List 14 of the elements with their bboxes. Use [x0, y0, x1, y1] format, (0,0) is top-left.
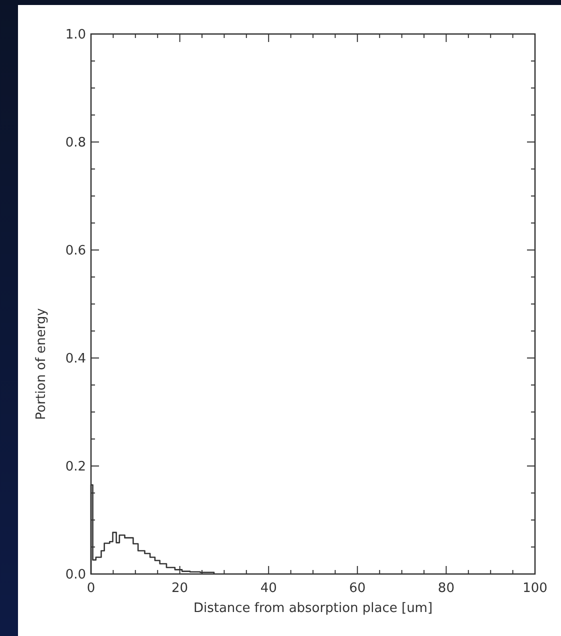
y-tick-label: 1.0 — [65, 28, 86, 42]
x-tick-label: 20 — [172, 581, 188, 596]
y-axis-title: Portion of energy — [34, 308, 49, 420]
x-tick-label: 40 — [260, 581, 277, 596]
y-tick-label: 0.4 — [65, 352, 86, 366]
x-tick-label: 0 — [86, 581, 96, 596]
x-tick-label: 60 — [349, 581, 366, 596]
x-tick-label: 100 — [522, 581, 548, 596]
y-tick-label: 0.2 — [65, 460, 86, 474]
y-tick-label: 0.8 — [65, 136, 86, 150]
x-axis-title: Distance from absorption place [um] — [193, 601, 433, 616]
y-tick-label: 0.6 — [65, 244, 86, 258]
y-tick-label: 0.0 — [65, 568, 86, 582]
x-tick-label: 80 — [438, 581, 454, 596]
